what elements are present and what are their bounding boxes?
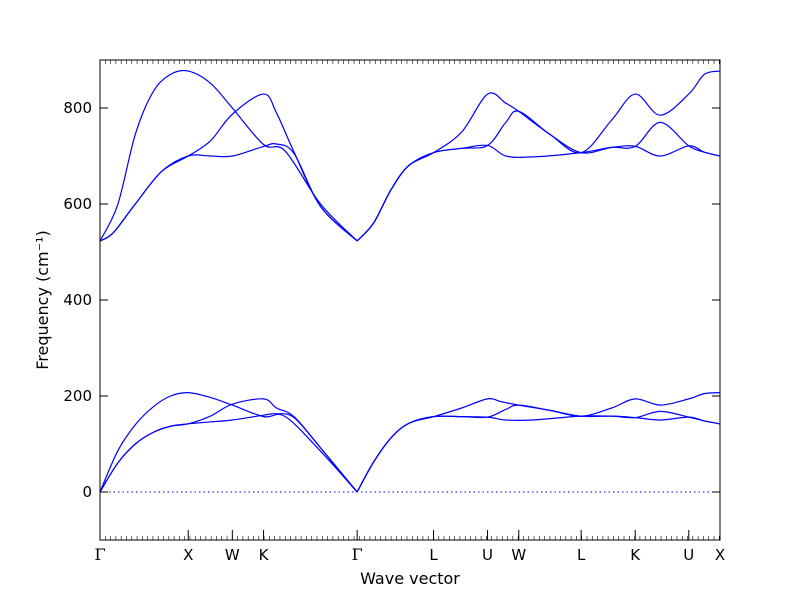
x-tick-label: K (630, 546, 641, 564)
band-line-7 (99, 69, 358, 242)
y-tick-label: 200 (63, 387, 92, 405)
x-tick-label: L (429, 546, 438, 564)
plot-area (100, 60, 720, 540)
y-axis: 0 200 400 600 800 (63, 99, 720, 501)
x-tick-label: W (225, 546, 240, 564)
plot-background (100, 60, 720, 540)
x-tick-label: W (511, 546, 526, 564)
x-tick-label: Γ (94, 545, 105, 564)
x-tick-label: U (683, 546, 694, 564)
x-axis-label: Wave vector (360, 569, 460, 588)
band-lines (99, 69, 721, 493)
y-tick-label: 800 (63, 99, 92, 117)
x-tick-label: L (577, 546, 586, 564)
x-tick-label: K (259, 546, 270, 564)
band-line-3 (99, 413, 358, 493)
x-tick-label: U (482, 546, 493, 564)
band-line-9 (99, 142, 358, 242)
y-tick-label: 600 (63, 195, 92, 213)
y-axis-label: Frequency (cm⁻¹) (33, 230, 52, 369)
band-line-6 (356, 404, 721, 493)
x-tick-label: Γ (352, 545, 363, 564)
y-tick-label: 0 (82, 483, 92, 501)
x-tick-label: X (183, 546, 193, 564)
y-tick-label: 400 (63, 291, 92, 309)
band-line-1 (99, 392, 358, 493)
band-line-12 (356, 110, 721, 242)
x-tick-label: X (715, 546, 725, 564)
